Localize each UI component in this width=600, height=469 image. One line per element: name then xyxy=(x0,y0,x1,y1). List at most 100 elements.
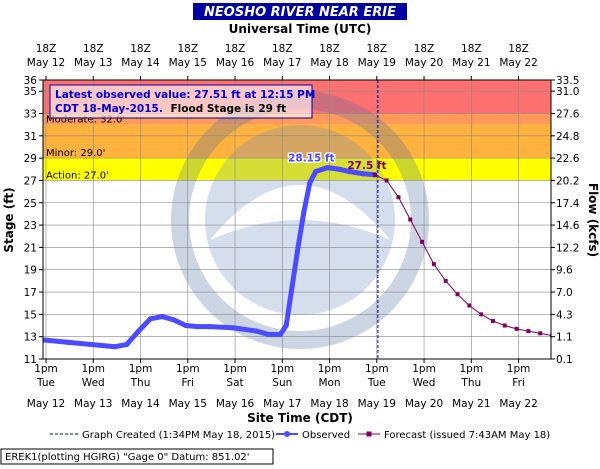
bottom-tick-day-7: Tue xyxy=(367,377,386,389)
bottom-tick-day-5: Sun xyxy=(272,377,292,389)
bottom-tick-date-2: May 14 xyxy=(121,398,160,410)
bottom-tick-date-1: May 13 xyxy=(74,398,112,410)
right-tick-label-12: 31.0 xyxy=(556,86,579,98)
threshold-label-1: Minor: 29.0' xyxy=(46,148,105,159)
observed-point-20 xyxy=(301,209,307,215)
legend-forecast-marker xyxy=(366,431,372,437)
bottom-tick-day-0: Tue xyxy=(36,377,55,389)
bottom-tick-date-10: May 22 xyxy=(499,398,537,410)
right-tick-label-7: 17.4 xyxy=(556,198,580,210)
observed-point-13 xyxy=(230,325,236,331)
forecast-point-1 xyxy=(384,178,389,183)
flood-band-2 xyxy=(43,124,551,159)
left-axis-title: Stage (ft) xyxy=(2,187,16,252)
bottom-tick-day-8: Wed xyxy=(413,377,436,389)
left-tick-label-1: 13 xyxy=(24,332,37,344)
observed-point-11 xyxy=(195,324,201,330)
right-tick-label-13: 33.5 xyxy=(556,75,579,87)
series-layer xyxy=(18,80,551,359)
bottom-tick-time-4: 1pm xyxy=(223,363,247,375)
observed-point-4 xyxy=(112,344,118,350)
threshold-label-0: Moderate: 32.0' xyxy=(46,115,125,126)
observed-point-10 xyxy=(183,322,189,329)
top-tick-date-5: May 17 xyxy=(263,57,301,69)
top-tick-date-10: May 22 xyxy=(499,57,537,69)
gridlines xyxy=(43,80,551,359)
threshold-label-2: Action: 27.0' xyxy=(46,170,109,181)
latest-observed-box: Latest observed value: 27.51 ft at 12:15… xyxy=(49,84,315,119)
bottom-tick-date-6: May 18 xyxy=(310,398,348,410)
top-tick-date-8: May 20 xyxy=(405,57,443,69)
left-tick-label-4: 19 xyxy=(24,265,37,277)
top-tick-date-6: May 18 xyxy=(310,57,348,69)
top-tick-hour-1: 18Z xyxy=(83,43,104,55)
bottom-tick-day-2: Thu xyxy=(130,377,151,389)
bottom-tick-time-3: 1pm xyxy=(176,363,200,375)
bottom-tick-time-2: 1pm xyxy=(129,363,153,375)
observed-point-7 xyxy=(147,316,153,322)
observed-point-26 xyxy=(360,171,366,177)
right-tick-label-8: 20.2 xyxy=(556,175,579,187)
right-tick-label-10: 24.8 xyxy=(556,131,579,143)
bottom-tick-day-4: Sat xyxy=(226,377,243,389)
forecast-point-7 xyxy=(455,292,460,297)
bottom-tick-day-9: Thu xyxy=(460,377,481,389)
observed-point-5 xyxy=(124,341,130,348)
bottom-tick-time-0: 1pm xyxy=(34,363,58,375)
observed-point-15 xyxy=(265,331,272,338)
forecast-point-11 xyxy=(502,323,507,328)
chart-title: NEOSHO RIVER NEAR ERIE xyxy=(204,5,396,20)
forecast-point-8 xyxy=(467,303,472,308)
observed-point-17 xyxy=(283,322,289,329)
forecast-point-3 xyxy=(408,217,413,222)
observed-point-18 xyxy=(289,283,295,290)
forecast-point-12 xyxy=(514,326,519,331)
top-tick-hour-0: 18Z xyxy=(36,43,57,55)
left-tick-label-0: 11 xyxy=(24,354,37,366)
forecast-point-10 xyxy=(490,319,495,324)
bottom-tick-date-9: May 21 xyxy=(452,398,490,410)
bottom-axis-title: Site Time (CDT) xyxy=(247,411,353,425)
top-tick-hour-10: 18Z xyxy=(508,43,529,55)
flood-stage-note: Flood Stage is 29 ft xyxy=(171,103,287,115)
top-tick-hour-9: 18Z xyxy=(461,43,482,55)
top-tick-hour-3: 18Z xyxy=(177,43,198,55)
left-tick-label-11: 33 xyxy=(24,108,37,120)
top-axis-title: Universal Time (UTC) xyxy=(229,22,372,36)
latest-observed-line1: Latest observed value: 27.51 ft at 12:15… xyxy=(55,89,315,101)
left-tick-label-12: 35 xyxy=(24,86,37,98)
right-axis-title: Flow (kcfs) xyxy=(586,183,600,257)
bottom-tick-date-4: May 16 xyxy=(216,398,255,410)
observed-point-12 xyxy=(206,324,213,330)
top-tick-hour-2: 18Z xyxy=(130,43,151,55)
bottom-tick-date-3: May 15 xyxy=(169,398,207,410)
forecast-point-0 xyxy=(372,172,377,177)
top-tick-date-7: May 19 xyxy=(358,57,396,69)
observed-point-2 xyxy=(65,339,71,345)
top-tick-date-2: May 14 xyxy=(121,57,160,69)
right-tick-label-11: 27.6 xyxy=(556,108,580,120)
forecast-point-9 xyxy=(479,312,484,317)
top-tick-date-9: May 21 xyxy=(452,57,490,69)
footer-box xyxy=(0,448,274,465)
observed-point-25 xyxy=(346,168,352,175)
bottom-tick-time-8: 1pm xyxy=(412,363,436,375)
forecast-point-13 xyxy=(526,329,531,334)
left-tick-label-5: 21 xyxy=(24,242,37,254)
observed-peak-label: 28.15 ft xyxy=(288,153,334,165)
legend-created-label: Graph Created (1:34PM May 18, 2015) xyxy=(82,430,275,441)
bottom-tick-time-6: 1pm xyxy=(318,363,342,375)
left-tick-label-7: 25 xyxy=(24,198,37,210)
observed-point-24 xyxy=(336,166,342,172)
bottom-tick-date-7: May 19 xyxy=(358,398,396,410)
observed-point-0 xyxy=(18,336,23,341)
right-tick-label-1: 1.1 xyxy=(556,332,573,344)
observed-point-21 xyxy=(307,180,313,186)
top-tick-date-4: May 16 xyxy=(216,57,255,69)
footer-datum: EREK1(plotting HGIRG) "Gage 0" Datum: 85… xyxy=(5,452,250,463)
right-tick-label-0: 0.1 xyxy=(556,354,573,366)
latest-observed-box-frame xyxy=(49,84,313,119)
